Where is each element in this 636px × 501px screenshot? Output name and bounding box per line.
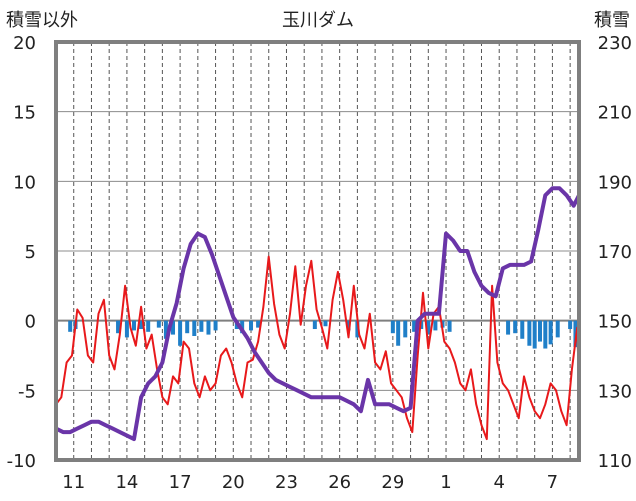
precipitation-bar bbox=[520, 320, 525, 339]
x-tick-label: 23 bbox=[275, 472, 298, 493]
precipitation-bar bbox=[68, 320, 73, 332]
precipitation-bar bbox=[156, 320, 161, 328]
precipitation-bar bbox=[249, 320, 254, 331]
right-tick-label: 150 bbox=[598, 312, 632, 333]
precipitation-bar bbox=[506, 320, 511, 335]
precipitation-bar bbox=[403, 320, 408, 338]
right-tick-label: 210 bbox=[598, 103, 632, 124]
precipitation-bar bbox=[433, 320, 438, 331]
precipitation-bar bbox=[139, 320, 144, 330]
left-tick-label: 0 bbox=[25, 312, 36, 333]
snow-depth-series bbox=[55, 186, 581, 442]
x-tick-label: 1 bbox=[440, 472, 451, 493]
precipitation-bar bbox=[396, 320, 401, 346]
x-axis-ticks: 11 14 17 20 23 26 29 1 4 7 bbox=[62, 472, 558, 493]
precipitation-bar bbox=[513, 320, 518, 334]
precipitation-bar bbox=[192, 320, 197, 336]
precipitation-bar bbox=[185, 320, 190, 334]
precipitation-bar bbox=[206, 320, 211, 335]
precipitation-bar bbox=[532, 320, 537, 349]
precipitation-bar bbox=[124, 320, 129, 338]
left-tick-label: 20 bbox=[13, 33, 36, 54]
precipitation-bar bbox=[390, 320, 395, 334]
snow-depth-line bbox=[55, 186, 581, 442]
right-tick-label: 130 bbox=[598, 381, 632, 402]
x-tick-label: 26 bbox=[328, 472, 351, 493]
precipitation-bar bbox=[355, 320, 360, 338]
right-axis-label: 積雪 bbox=[594, 10, 630, 31]
x-tick-label: 20 bbox=[222, 472, 245, 493]
x-tick-label: 11 bbox=[62, 472, 85, 493]
precipitation-bar bbox=[568, 320, 573, 330]
temperature-line bbox=[55, 255, 580, 441]
precipitation-bar bbox=[132, 320, 137, 331]
right-tick-label: 110 bbox=[598, 451, 632, 472]
precipitation-bar bbox=[213, 320, 218, 331]
precipitation-bar bbox=[256, 320, 261, 328]
x-tick-label: 17 bbox=[169, 472, 192, 493]
left-axis-ticks: -10 -5 0 5 10 15 20 bbox=[7, 33, 36, 472]
x-tick-label: 29 bbox=[381, 472, 404, 493]
precipitation-bar bbox=[346, 320, 351, 331]
left-axis-label: 積雪以外 bbox=[6, 10, 78, 31]
right-tick-label: 190 bbox=[598, 172, 632, 193]
left-tick-label: -5 bbox=[18, 381, 36, 402]
left-tick-label: 10 bbox=[13, 172, 36, 193]
precipitation-bar bbox=[116, 320, 121, 334]
precipitation-bar bbox=[323, 320, 328, 327]
left-tick-label: -10 bbox=[7, 451, 36, 472]
right-axis-ticks: 110 130 150 170 190 210 230 bbox=[598, 33, 632, 472]
chart-title: 玉川ダム bbox=[282, 10, 354, 31]
precipitation-bar bbox=[527, 320, 532, 346]
right-tick-label: 170 bbox=[598, 242, 632, 263]
precipitation-bar bbox=[426, 320, 431, 335]
precipitation-bar bbox=[312, 320, 317, 330]
precipitation-bar bbox=[447, 320, 452, 332]
precipitation-bar bbox=[171, 320, 176, 335]
right-tick-label: 230 bbox=[598, 33, 632, 54]
precipitation-bar bbox=[543, 320, 548, 349]
precipitation-bar bbox=[555, 320, 560, 338]
x-tick-label: 14 bbox=[115, 472, 138, 493]
left-tick-label: 5 bbox=[25, 242, 36, 263]
x-tick-label: 7 bbox=[547, 472, 558, 493]
precipitation-bar bbox=[178, 320, 183, 346]
x-tick-label: 4 bbox=[493, 472, 504, 493]
plot-frame bbox=[54, 40, 581, 462]
precipitation-bar bbox=[412, 320, 417, 332]
temperature-series bbox=[55, 255, 580, 441]
precipitation-bar bbox=[199, 320, 204, 332]
precipitation-bar bbox=[548, 320, 553, 345]
precipitation-bar bbox=[146, 320, 151, 332]
precipitation-bar bbox=[163, 320, 168, 339]
precipitation-bar bbox=[537, 320, 542, 342]
left-tick-label: 15 bbox=[13, 103, 36, 124]
